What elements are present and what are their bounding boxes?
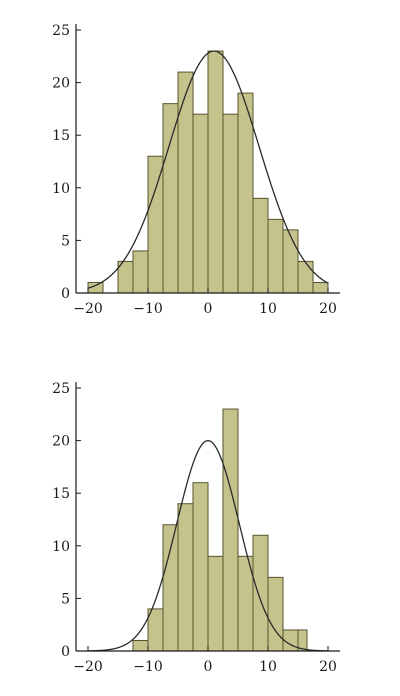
normal-fit-curve [87,439,329,652]
histogram-bar [147,155,164,294]
histogram-panel-top: 0 5 10 15 20 25 −20 −10 0 10 20 [52,23,340,317]
histogram-bar [267,576,284,652]
histogram-bar [147,608,164,652]
y-tick-label: 10 [52,539,70,555]
x-tick-label: 0 [204,301,213,317]
y-tick-label: 15 [52,128,70,144]
y-tick-label: 5 [61,233,70,249]
y-tick-label: 20 [52,76,70,92]
histogram-bar [162,103,179,294]
histogram-bar [207,555,224,652]
histogram-bar [312,281,329,294]
histogram-bar [207,50,224,294]
histogram-bar [192,482,209,652]
histogram-bar [132,639,149,652]
y-tick-label: 20 [52,434,70,450]
histogram-bar [192,113,209,294]
histogram-bar [177,503,194,652]
y-tick-label: 0 [61,644,70,660]
histogram-bar [222,113,239,294]
x-tick-label: 20 [319,301,337,317]
y-tick-label: 15 [52,486,70,502]
histogram-bar [297,260,314,294]
histogram-bar [252,197,269,294]
histogram-bar [132,250,149,294]
histogram-bar [267,218,284,294]
x-tick-label: 10 [259,659,277,675]
y-tick-label: 5 [61,591,70,607]
histogram-bar [237,92,254,294]
x-tick-label: −20 [73,659,103,675]
histogram-bar [162,524,179,652]
histogram-bar [222,408,239,652]
y-tick-label: 10 [52,181,70,197]
histogram-panel-bottom: 0 5 10 15 20 25 −20 −10 0 10 20 [52,381,340,675]
x-tick-label: 10 [259,301,277,317]
x-tick-label: −20 [73,301,103,317]
normal-fit-curve [87,50,329,289]
histogram-bar [282,229,299,294]
x-tick-label: −10 [133,659,163,675]
histogram-bar [252,534,269,652]
y-tick-label: 25 [52,23,70,39]
y-tick-label: 25 [52,381,70,397]
x-tick-label: −10 [133,301,163,317]
x-tick-label: 0 [204,659,213,675]
histogram-bar [177,71,194,294]
y-tick-label: 0 [61,286,70,302]
x-tick-label: 20 [319,659,337,675]
